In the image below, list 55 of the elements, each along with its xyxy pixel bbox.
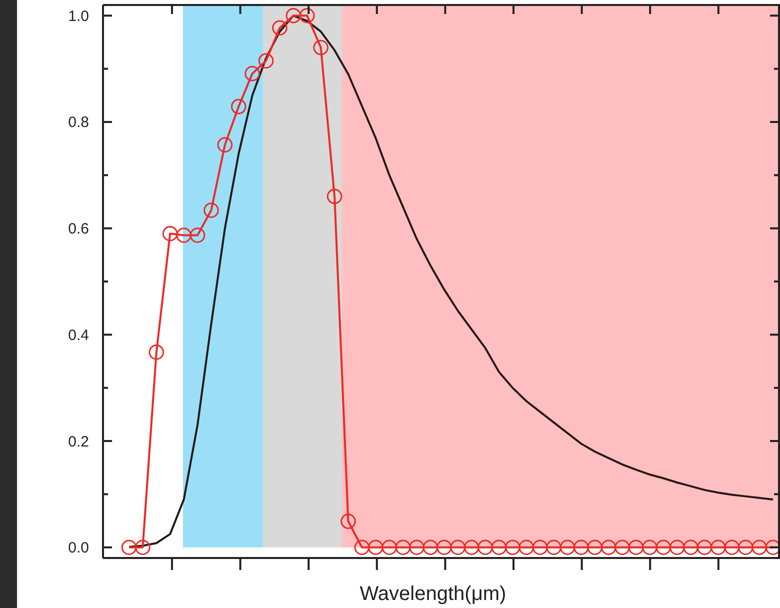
point: [190, 228, 206, 243]
point: [724, 540, 740, 556]
point: [382, 540, 397, 556]
point: [258, 53, 274, 68]
point: [560, 540, 576, 556]
point: [135, 540, 150, 556]
x-axis-title: Wavelength(μm): [360, 583, 506, 605]
point: [656, 540, 672, 556]
point: [162, 226, 178, 242]
y-tick-label: 0.0: [68, 540, 89, 557]
point: [272, 20, 288, 36]
point: [368, 540, 384, 556]
y-tick-label: 1.0: [68, 8, 89, 25]
point: [505, 540, 520, 556]
point: [628, 540, 644, 556]
point: [478, 540, 493, 556]
point: [340, 514, 356, 529]
point: [230, 98, 246, 114]
point: [217, 137, 233, 152]
point: [491, 540, 507, 556]
point: [532, 540, 548, 556]
point: [422, 540, 438, 556]
point: [326, 188, 342, 204]
point: [409, 540, 424, 556]
point: [696, 540, 712, 556]
point: [600, 540, 616, 556]
point: [121, 540, 137, 556]
point: [587, 540, 603, 556]
point: [669, 540, 685, 556]
y-tick-label: 0.8: [68, 114, 89, 132]
point: [574, 540, 589, 556]
point: [518, 540, 534, 556]
point: [450, 540, 466, 556]
point: [148, 344, 164, 360]
point: [299, 8, 315, 24]
point: [614, 540, 630, 556]
point: [244, 66, 260, 82]
point: [176, 228, 192, 243]
point: [286, 8, 302, 24]
point: [546, 540, 562, 556]
y-tick-label: 0.4: [68, 326, 89, 344]
point: [765, 540, 780, 556]
point: [683, 540, 698, 556]
y-tick-label: 0.6: [68, 220, 89, 238]
point: [642, 540, 658, 556]
point: [710, 540, 726, 556]
point: [436, 540, 452, 556]
point: [313, 40, 328, 56]
point: [204, 202, 219, 218]
point: [354, 540, 370, 556]
y-tick-label: 0.2: [68, 433, 89, 450]
point: [738, 540, 754, 556]
point: [395, 540, 411, 556]
point: [464, 540, 480, 556]
point: [752, 540, 767, 556]
